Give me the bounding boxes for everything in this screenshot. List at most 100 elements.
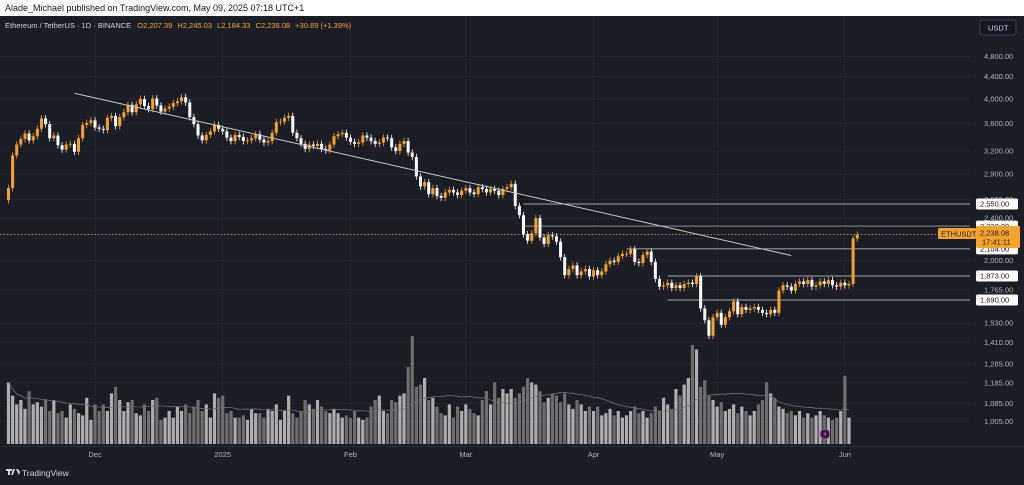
candle-body xyxy=(419,176,422,187)
candle-body xyxy=(361,135,365,143)
candle-body xyxy=(147,106,151,110)
candle-body xyxy=(583,269,587,272)
volume-bar xyxy=(114,386,118,444)
publisher-bar: Alade_Michael published on TradingView.c… xyxy=(0,0,1024,16)
price-tick-label: 3,600.00 xyxy=(984,119,1013,128)
candle-body xyxy=(505,187,509,189)
volume-bar xyxy=(567,404,571,444)
flash-badge[interactable] xyxy=(819,428,831,440)
price-tick-label: 1,285.00 xyxy=(984,359,1013,368)
legend-pair: Ethereum / TetherUS · 1D · BINANCE xyxy=(5,21,131,30)
candle xyxy=(39,115,43,133)
volume-bar xyxy=(311,408,315,444)
candle-body xyxy=(629,249,633,254)
candle-body xyxy=(554,236,558,242)
candle-body xyxy=(760,309,764,313)
volume-bar xyxy=(151,400,155,444)
candle xyxy=(270,129,274,145)
level-label-text: 2,104.00 xyxy=(980,245,1009,254)
candle xyxy=(299,135,303,148)
volume-bar xyxy=(159,419,163,444)
candle xyxy=(15,141,19,159)
candle-body xyxy=(690,282,694,285)
candle xyxy=(35,125,39,140)
volume-bar xyxy=(48,411,52,444)
candle-body xyxy=(732,301,736,312)
candle xyxy=(81,121,85,142)
price-chart[interactable]: 4,800.00 4,400.00 4,000.00 3,600.00 3,200.00… xyxy=(0,16,1024,485)
candle-body xyxy=(344,132,348,138)
candle-body xyxy=(410,152,414,157)
candle xyxy=(27,130,31,144)
candle-body xyxy=(188,102,192,118)
candle-body xyxy=(278,121,282,123)
volume-bar xyxy=(439,413,443,444)
candle-body xyxy=(522,215,525,235)
candle-body xyxy=(196,124,200,136)
volume-bar xyxy=(332,408,336,444)
candle-body xyxy=(793,284,797,291)
candle-body xyxy=(287,115,291,118)
volume-bar xyxy=(410,336,414,444)
candlesticks xyxy=(7,93,859,340)
volume-bar xyxy=(455,406,460,444)
volume-bar xyxy=(390,400,394,444)
candle-body xyxy=(237,134,241,137)
volume-bar xyxy=(97,411,101,444)
candle xyxy=(72,140,76,156)
candle xyxy=(180,93,184,105)
candle-body xyxy=(311,144,315,146)
currency-button-frame[interactable] xyxy=(979,19,1017,36)
candle-body xyxy=(217,124,221,129)
candle-body xyxy=(114,115,118,127)
volume-bar xyxy=(357,417,361,444)
volume-bar xyxy=(802,417,806,444)
candle-body xyxy=(316,143,319,146)
volume-bar xyxy=(245,419,250,444)
volume-bar xyxy=(27,391,31,444)
descending-trendline[interactable] xyxy=(74,92,792,257)
candle xyxy=(620,250,624,260)
candle xyxy=(777,287,781,317)
candle xyxy=(546,232,550,248)
candle-body xyxy=(744,307,748,310)
candle xyxy=(68,140,72,148)
volume-bar xyxy=(682,384,686,444)
volume-bar xyxy=(39,406,44,444)
volume-bar xyxy=(31,404,35,444)
publisher-text: Alade_Michael published on TradingView.c… xyxy=(5,3,305,13)
candle xyxy=(789,283,793,294)
candle-body xyxy=(678,285,682,288)
candle-body xyxy=(728,311,731,318)
legend: Ethereum / TetherUS · 1D · BINANCE O2,20… xyxy=(5,21,352,30)
candle-body xyxy=(353,141,357,144)
candle xyxy=(19,135,23,148)
currency-button-label[interactable]: USDT xyxy=(988,24,1009,33)
time-tick-label: Mar xyxy=(459,450,472,459)
candle-body xyxy=(542,237,546,244)
volume-bar xyxy=(262,417,266,444)
candle xyxy=(538,214,542,241)
volume-bar xyxy=(501,389,505,444)
tradingview-logo[interactable]: TradingView xyxy=(6,468,70,478)
volume-bar xyxy=(563,393,567,444)
volume-bar xyxy=(587,406,592,444)
candle xyxy=(732,298,736,315)
candle xyxy=(596,267,600,279)
candle-body xyxy=(773,309,777,313)
candle xyxy=(526,231,530,244)
candle-body xyxy=(625,253,628,255)
time-axis[interactable]: Dec 2025 Feb Mar Apr May Jun xyxy=(88,450,851,459)
volume-bar xyxy=(361,419,365,444)
candle xyxy=(818,278,822,289)
candle-body xyxy=(719,312,723,325)
candle xyxy=(56,132,60,149)
candle xyxy=(719,309,723,329)
currency-button[interactable]: USDT xyxy=(979,19,1017,36)
candle xyxy=(822,278,826,288)
time-tick-label: Feb xyxy=(344,450,357,459)
candle xyxy=(126,101,130,116)
volume-bar xyxy=(385,413,390,444)
horizontal-levels[interactable] xyxy=(523,203,971,301)
candle xyxy=(118,113,122,130)
